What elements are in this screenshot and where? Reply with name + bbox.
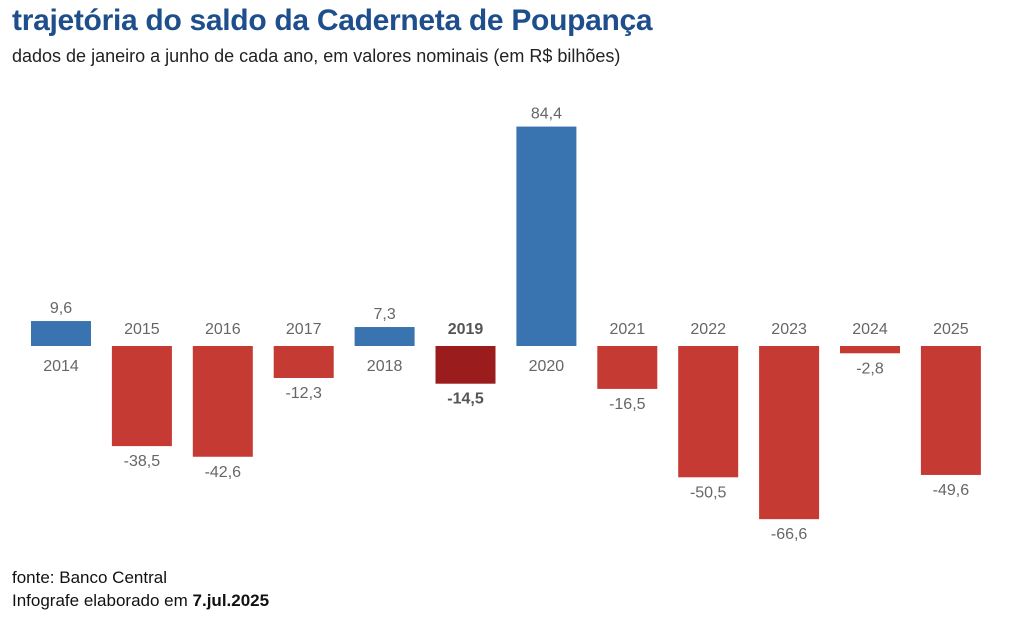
bar-2014 (31, 321, 91, 346)
footer: fonte: Banco Central Infografe elaborado… (12, 566, 269, 612)
category-label-2024: 2024 (852, 321, 888, 338)
value-label-2018: 7,3 (373, 306, 395, 323)
category-label-2016: 2016 (205, 321, 241, 338)
credit-date: 7.jul.2025 (192, 591, 270, 610)
value-label-2022: -50,5 (690, 484, 727, 501)
value-label-2015: -38,5 (124, 453, 161, 470)
chart-subtitle: dados de janeiro a junho de cada ano, em… (12, 46, 621, 66)
category-label-2019: 2019 (448, 321, 484, 338)
value-label-2020: 84,4 (531, 106, 562, 123)
bar-2019 (435, 346, 496, 384)
value-label-2023: -66,6 (771, 526, 808, 543)
value-label-2016: -42,6 (205, 464, 242, 481)
chart-title: trajetória do saldo da Caderneta de Poup… (12, 4, 653, 37)
value-label-2025: -49,6 (933, 482, 970, 499)
bar-2020 (516, 126, 577, 346)
bar-2015 (111, 346, 172, 447)
credit-note: Infografe elaborado em 7.jul.2025 (12, 589, 269, 612)
category-label-2023: 2023 (771, 321, 807, 338)
bar-2018 (354, 327, 415, 346)
bar-2016 (192, 346, 253, 457)
bar-2024 (840, 346, 900, 354)
value-label-2024: -2,8 (856, 360, 884, 377)
bar-2022 (678, 346, 739, 478)
bar-chart: 9,6 2014 -38,5 2015 -42,6 2016 -12,3 2017 7,3 201… (31, 106, 981, 543)
value-label-2017: -12,3 (285, 385, 322, 402)
source-note: fonte: Banco Central (12, 568, 167, 587)
category-label-2017: 2017 (286, 321, 322, 338)
category-label-2022: 2022 (690, 321, 726, 338)
value-label-2021: -16,5 (609, 396, 646, 413)
value-label-2014: 9,6 (50, 300, 72, 317)
category-label-2020: 2020 (529, 358, 565, 375)
bar-2025 (920, 346, 981, 475)
category-label-2015: 2015 (124, 321, 160, 338)
bar-2023 (759, 346, 820, 520)
category-label-2014: 2014 (43, 358, 79, 375)
bar-2021 (597, 346, 658, 389)
category-label-2025: 2025 (933, 321, 969, 338)
category-label-2021: 2021 (610, 321, 646, 338)
bar-2017 (273, 346, 334, 378)
credit-prefix: Infografe elaborado em (12, 591, 188, 610)
value-label-2019: -14,5 (447, 391, 484, 408)
category-label-2018: 2018 (367, 358, 403, 375)
